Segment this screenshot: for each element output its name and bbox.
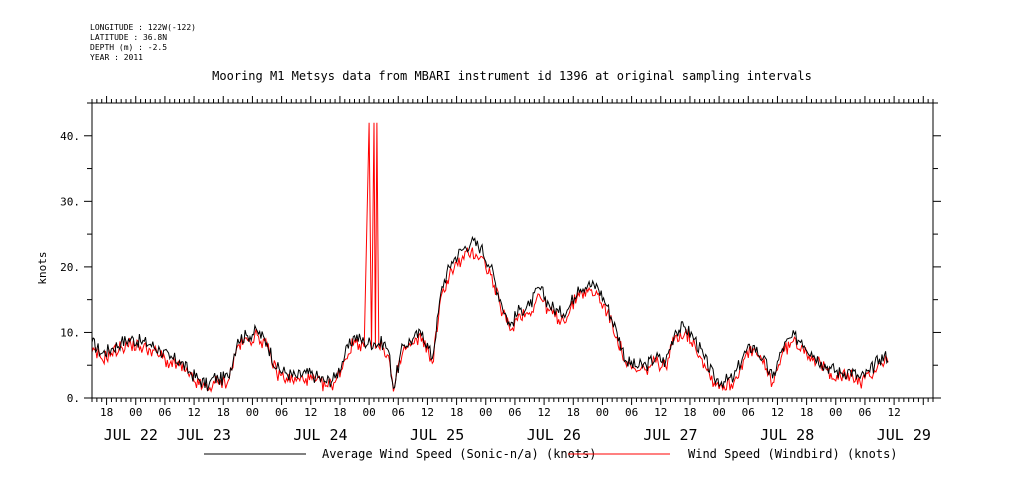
x-tick-label: 12 [304,406,317,419]
x-tick-label: 06 [858,406,871,419]
x-tick-label: 12 [537,406,550,419]
x-tick-label: 18 [450,406,463,419]
y-tick-label: 10. [60,326,80,339]
x-tick-label: 00 [246,406,259,419]
y-tick-label: 20. [60,261,80,274]
x-tick-label: 12 [771,406,784,419]
x-tick-label: 12 [421,406,434,419]
legend: Average Wind Speed (Sonic-n/a) (knots) W… [204,447,898,461]
y-tick-label: 30. [60,195,80,208]
x-tick-label: 12 [187,406,200,419]
x-tick-label: 00 [362,406,375,419]
date-label: JUL 28 [760,426,814,444]
date-labels: JUL 22 JUL 23 JUL 24 JUL 25 JUL 26 JUL 27 JUL … [104,426,931,444]
y-tick-label: 0. [67,392,80,405]
x-tick-labels: 18 00 06 12 18 00 06 12 18 00 06 12 18 00 06 12 18 00 06 12… [100,406,901,419]
date-label: JUL 23 [177,426,231,444]
x-tick-label: 18 [800,406,813,419]
y-axis-label: knots [36,251,49,284]
latitude-label: LATITUDE : 36.8N [90,33,167,42]
legend-label-windbird: Wind Speed (Windbird) (knots) [688,447,898,461]
x-tick-label: 18 [333,406,346,419]
legend-label-average: Average Wind Speed (Sonic-n/a) (knots) [322,447,597,461]
date-label: JUL 22 [104,426,158,444]
date-label: JUL 27 [643,426,697,444]
x-tick-label: 06 [275,406,288,419]
x-tick-label: 06 [392,406,405,419]
x-tick-label: 12 [654,406,667,419]
chart-title: Mooring M1 Metsys data from MBARI instru… [212,69,812,83]
x-tick-label: 18 [217,406,230,419]
series-layer [91,122,889,393]
x-tick-label: 12 [887,406,900,419]
x-tick-label: 00 [129,406,142,419]
x-tick-label: 06 [625,406,638,419]
x-tick-label: 06 [742,406,755,419]
date-label: JUL 29 [877,426,931,444]
axis-ticks [84,96,941,405]
x-tick-label: 06 [508,406,521,419]
x-tick-label: 00 [596,406,609,419]
x-tick-label: 18 [567,406,580,419]
series-line-windbird-wind-speed [91,122,889,393]
depth-label: DEPTH (m) : -2.5 [90,43,167,52]
x-tick-label: 18 [100,406,113,419]
longitude-label: LONGITUDE : 122W(-122) [90,23,196,32]
x-tick-label: 06 [158,406,171,419]
year-label: YEAR : 2011 [90,53,143,62]
x-tick-label: 18 [683,406,696,419]
y-tick-labels: 0. 10. 20. 30. 40. [60,130,80,405]
plot-frame [91,102,934,399]
x-tick-label: 00 [479,406,492,419]
date-label: JUL 25 [410,426,464,444]
y-tick-label: 40. [60,130,80,143]
x-tick-label: 00 [712,406,725,419]
x-tick-label: 00 [829,406,842,419]
date-label: JUL 24 [293,426,347,444]
date-label: JUL 26 [527,426,581,444]
series-line-average-wind-speed [91,235,889,392]
